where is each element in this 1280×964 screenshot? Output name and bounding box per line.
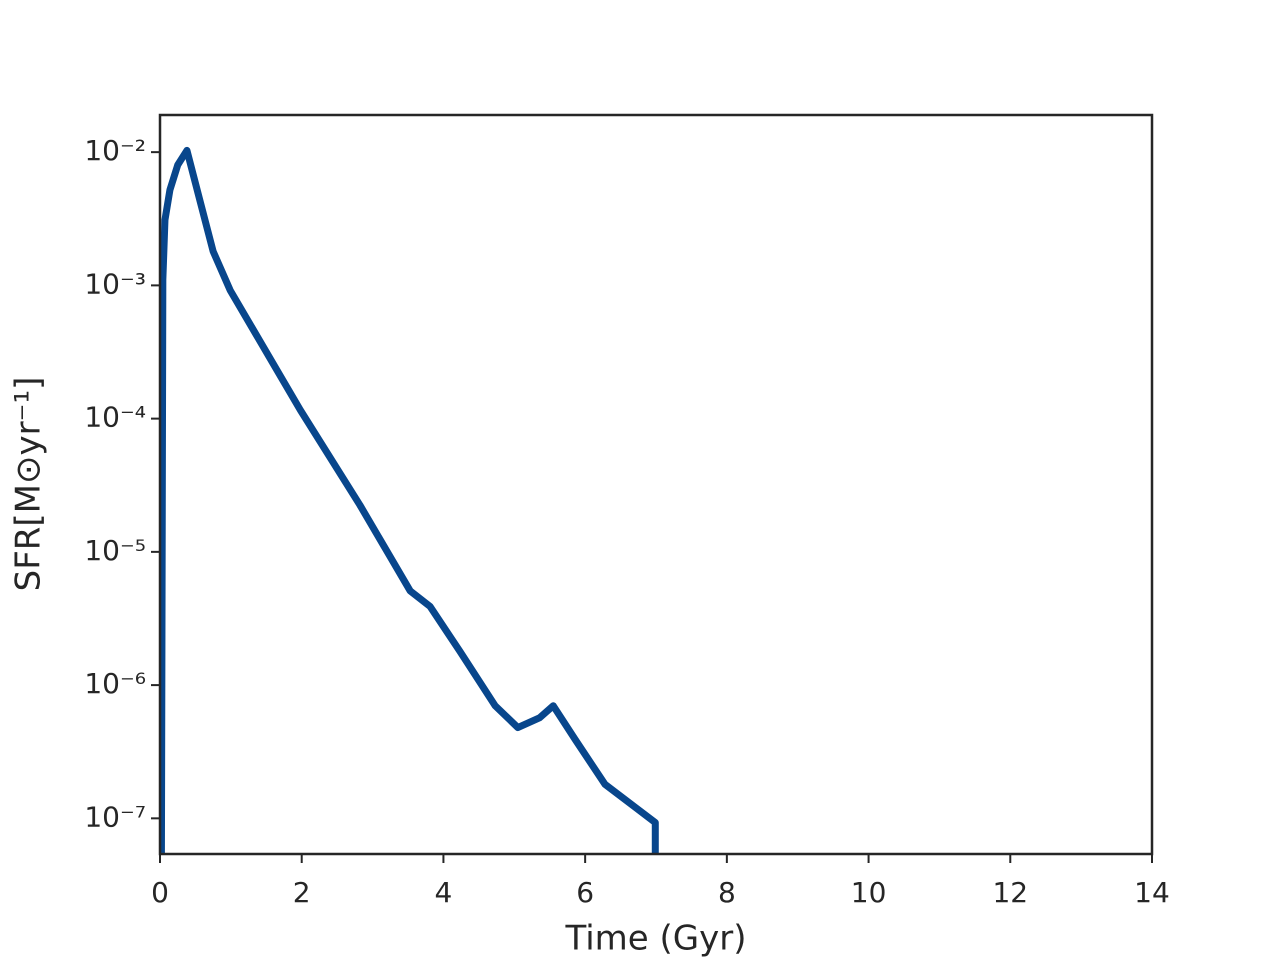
y-tick-label: 10⁻³ — [84, 267, 146, 300]
y-tick-label: 10⁻² — [84, 134, 146, 167]
y-tick-label: 10⁻⁵ — [84, 534, 146, 567]
x-tick-label: 6 — [576, 876, 594, 909]
y-tick-label: 10⁻⁷ — [84, 800, 146, 833]
x-tick-label: 0 — [151, 876, 169, 909]
x-axis-label: Time (Gyr) — [565, 919, 747, 959]
x-tick-label: 4 — [435, 876, 453, 909]
x-tick-label: 14 — [1134, 876, 1170, 909]
x-tick-label: 12 — [992, 876, 1028, 909]
y-axis-label: SFR[M⊙yr⁻¹] — [9, 377, 49, 592]
x-tick-label: 8 — [718, 876, 736, 909]
y-tick-label: 10⁻⁶ — [84, 667, 146, 700]
x-tick-label: 2 — [293, 876, 311, 909]
plot-frame — [158, 113, 1154, 856]
x-tick-label: 10 — [851, 876, 887, 909]
y-tick-label: 10⁻⁴ — [84, 401, 146, 434]
series-line — [160, 146, 659, 853]
